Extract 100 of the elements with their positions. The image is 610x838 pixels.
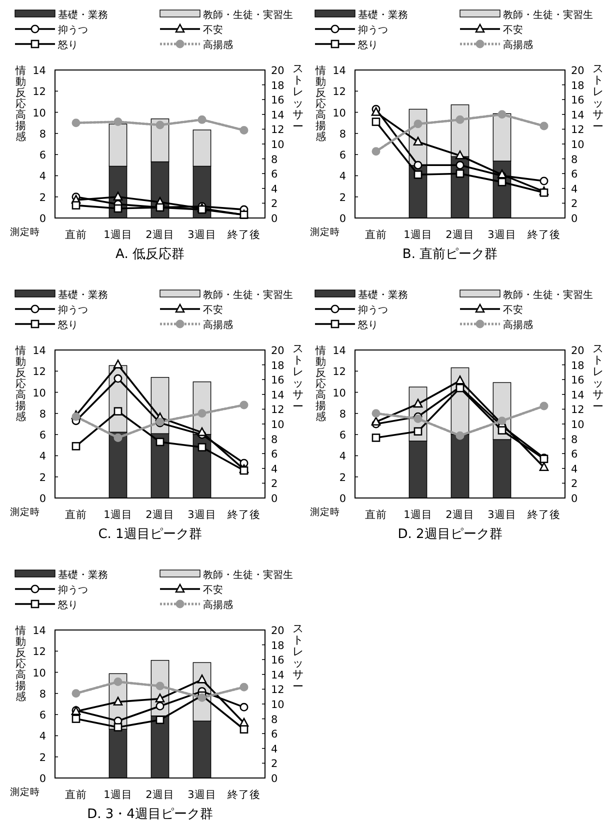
legend-item: 抑うつ: [315, 24, 388, 36]
legend-item: 不安: [160, 303, 223, 316]
legend-item: 教師・生徒・実習生: [460, 10, 593, 21]
legend-label: 基礎・業務: [358, 289, 408, 301]
legend-label: 基礎・業務: [358, 9, 408, 21]
legend-label: 高揚感: [503, 319, 533, 331]
y2-tick-label: 4: [271, 743, 278, 756]
legend-label: 怒り: [357, 319, 378, 331]
y-axis-title: 情動反応高揚感: [14, 64, 26, 144]
text: D. 3・4週目ピーク群: [87, 807, 213, 822]
y-tick-label: 0: [339, 493, 346, 505]
y-tick-label: 0: [39, 773, 46, 785]
x-axis-title: 測定時: [310, 226, 340, 238]
legend-item: 不安: [160, 23, 223, 36]
x-tick-label: 2週目: [146, 509, 174, 521]
y2-tick-label: 10: [271, 419, 284, 431]
y2-tick-label: 12: [271, 684, 284, 696]
legend-item: 教師・生徒・実習生: [160, 10, 293, 21]
x-axis-title: 測定時: [10, 786, 40, 798]
y2-tick-label: 8: [571, 154, 578, 166]
y2-tick-label: 8: [271, 434, 278, 446]
y2-tick-label: 14: [571, 389, 585, 402]
legend-label: 不安: [203, 584, 223, 596]
y2-tick-label: 6: [571, 448, 578, 461]
legend-item: 怒り: [15, 40, 78, 51]
y-tick-label: 2: [39, 192, 46, 204]
y2-tick-label: 4: [271, 183, 278, 196]
y2-tick-label: 10: [571, 139, 584, 151]
legend-label: 基礎・業務: [58, 569, 108, 581]
legend-item: 怒り: [315, 320, 378, 331]
y-tick-label: 0: [39, 213, 46, 225]
legend-item: 高揚感: [460, 40, 533, 51]
x-tick-label: 1週目: [104, 789, 132, 801]
y2-tick-label: 14: [271, 109, 285, 122]
y2-tick-label: 2: [271, 758, 278, 770]
y2-tick-label: 4: [271, 463, 278, 476]
text: C. 1週目ピーク群: [98, 527, 202, 542]
legend-label: 抑うつ: [58, 304, 88, 316]
y-tick-label: 6: [39, 710, 46, 722]
x-tick-label: 1週目: [104, 229, 132, 241]
y-tick-label: 4: [339, 450, 346, 463]
legend-item: 教師・生徒・実習生: [160, 290, 293, 301]
x-tick-label: 直前: [365, 508, 387, 521]
y2-tick-label: 12: [571, 124, 584, 136]
y2-tick-label: 18: [271, 80, 284, 92]
y-tick-label: 14: [332, 65, 346, 77]
x-tick-label: 1週目: [404, 509, 432, 521]
y2-tick-label: 18: [271, 360, 284, 372]
y2-tick-label: 0: [271, 213, 278, 225]
y2-tick-label: 12: [571, 404, 584, 416]
y2-tick-label: 20: [571, 65, 584, 77]
y-tick-label: 8: [39, 128, 46, 140]
legend-label: 基礎・業務: [58, 289, 108, 301]
y-tick-label: 0: [339, 213, 346, 225]
y-tick-label: 14: [32, 345, 46, 357]
y-tick-label: 14: [332, 345, 346, 357]
legend-label: 基礎・業務: [58, 9, 108, 21]
y-tick-label: 12: [332, 366, 346, 378]
y2-tick-label: 20: [271, 345, 284, 357]
y-tick-label: 6: [339, 430, 346, 442]
legend-label: 高揚感: [203, 599, 233, 611]
legend-item: 基礎・業務: [314, 290, 408, 301]
x-tick-label: 3週目: [188, 789, 216, 801]
legend-item: 抑うつ: [15, 24, 88, 36]
y-tick-label: 12: [332, 86, 346, 98]
x-tick-label: 2週目: [446, 229, 474, 241]
x-tick-label: 3週目: [488, 229, 516, 241]
x-tick-label: 3週目: [188, 509, 216, 521]
x-tick-label: 3週目: [188, 229, 216, 241]
y-tick-label: 12: [32, 646, 46, 658]
legend-item: 基礎・業務: [14, 570, 108, 581]
y-tick-label: 2: [39, 752, 46, 764]
legend-label: 怒り: [57, 599, 78, 611]
y2-tick-label: 10: [271, 699, 284, 711]
y2-axis-title: ストレッサー: [292, 622, 304, 693]
x-tick-label: 2週目: [146, 789, 174, 801]
legend-label: 教師・生徒・実習生: [503, 9, 593, 21]
legend-item: 怒り: [15, 600, 78, 611]
y2-tick-label: 6: [271, 168, 278, 181]
y2-tick-label: 16: [571, 94, 585, 107]
y2-tick-label: 0: [271, 493, 278, 505]
legend-item: 高揚感: [160, 320, 233, 331]
y2-tick-label: 16: [571, 374, 585, 387]
legend-label: 高揚感: [203, 39, 233, 51]
legend-label: 不安: [503, 24, 523, 36]
y-tick-label: 8: [39, 688, 46, 700]
y2-tick-label: 6: [571, 168, 578, 181]
y2-tick-label: 8: [271, 714, 278, 726]
x-tick-label: 終了後: [226, 789, 260, 801]
legend-item: 高揚感: [160, 40, 233, 51]
y2-tick-label: 4: [571, 463, 578, 476]
x-tick-label: 2週目: [446, 509, 474, 521]
legend-item: 教師・生徒・実習生: [460, 290, 593, 301]
x-tick-label: 終了後: [526, 229, 560, 241]
legend-label: 不安: [203, 304, 223, 316]
legend-label: 高揚感: [503, 39, 533, 51]
x-tick-label: 終了後: [226, 509, 260, 521]
legend-item: 基礎・業務: [14, 10, 108, 21]
y2-tick-label: 18: [271, 640, 284, 652]
x-tick-label: 2週目: [146, 229, 174, 241]
